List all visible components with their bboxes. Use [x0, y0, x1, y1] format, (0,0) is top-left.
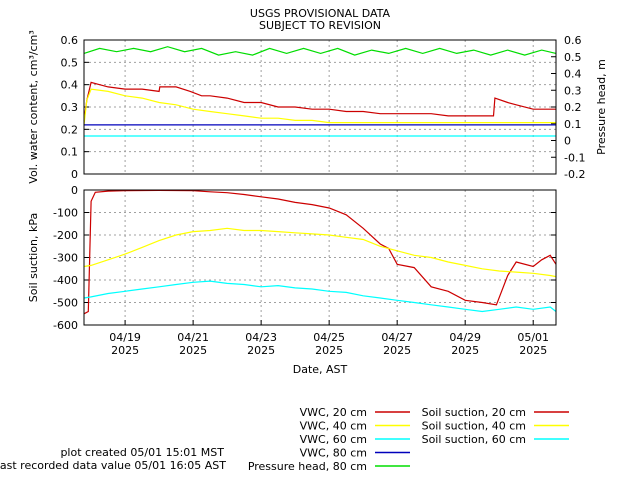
legend-label: Soil suction, 20 cm — [422, 406, 526, 419]
top-ytick-label-left: 0 — [71, 168, 78, 181]
xtick-label-year: 2025 — [519, 344, 547, 357]
top-series-line-0 — [83, 81, 556, 121]
top-ytick-label-left: 0.5 — [61, 56, 79, 69]
xtick-label-year: 2025 — [179, 344, 207, 357]
soil-suction-chart: 0-100-200-300-400-500-60004/19202504/212… — [27, 184, 557, 376]
xtick-label-year: 2025 — [383, 344, 411, 357]
bottom-series-line-1 — [83, 227, 557, 278]
bottom-xlabel: Date, AST — [293, 363, 348, 376]
legend-label: Pressure head, 80 cm — [248, 460, 367, 473]
bottom-ytick-label: -500 — [53, 297, 78, 310]
bottom-plot-frame — [83, 189, 557, 326]
bottom-series-line-2 — [83, 280, 557, 313]
xtick-label-year: 2025 — [451, 344, 479, 357]
xtick-label-date: 04/25 — [313, 331, 345, 344]
plot-created-note: plot created 05/01 15:01 MST — [60, 446, 224, 459]
top-series-line-4 — [83, 46, 557, 56]
top-ytick-label-left: 0.6 — [61, 34, 79, 47]
top-ytick-label-right: -0.2 — [564, 168, 585, 181]
bottom-ylabel: Soil suction, kPa — [27, 213, 40, 302]
xtick-label-date: 04/19 — [109, 331, 141, 344]
top-ytick-label-right: 0.5 — [564, 51, 582, 64]
chart-title-line1: USGS PROVISIONAL DATA — [250, 7, 391, 20]
top-ylabel-right: Pressure head, m — [595, 59, 608, 155]
legend-label: Soil suction, 60 cm — [422, 433, 526, 446]
xtick-label-year: 2025 — [315, 344, 343, 357]
xtick-label-date: 05/01 — [517, 331, 549, 344]
legend-label: Soil suction, 40 cm — [422, 420, 526, 433]
top-plot-frame — [83, 39, 557, 175]
bottom-ytick-label: -400 — [53, 274, 78, 287]
top-ytick-label-right: 0.6 — [564, 34, 582, 47]
bottom-ytick-label: -100 — [53, 207, 78, 220]
xtick-label-date: 04/21 — [177, 331, 209, 344]
xtick-label-year: 2025 — [247, 344, 275, 357]
legend-label: VWC, 60 cm — [300, 433, 367, 446]
legend-label: VWC, 20 cm — [300, 406, 367, 419]
top-ytick-label-right: 0.3 — [564, 84, 582, 97]
legend-label: VWC, 40 cm — [300, 420, 367, 433]
bottom-ytick-label: 0 — [71, 184, 78, 197]
top-ytick-label-left: 0.2 — [61, 123, 79, 136]
legend-label: VWC, 80 cm — [300, 447, 367, 460]
chart-title-line2: SUBJECT TO REVISION — [259, 19, 381, 32]
bottom-ytick-label: -600 — [53, 319, 78, 332]
last-recorded-note: last recorded data value 05/01 16:05 AST — [0, 459, 226, 472]
bottom-ytick-label: -200 — [53, 229, 78, 242]
bottom-ytick-label: -300 — [53, 252, 78, 265]
top-ytick-label-left: 0.4 — [61, 79, 79, 92]
top-ytick-label-right: 0.2 — [564, 101, 582, 114]
top-ytick-label-left: 0.1 — [61, 146, 79, 159]
top-ytick-label-left: 0.3 — [61, 101, 79, 114]
top-ytick-label-right: 0.1 — [564, 118, 582, 131]
top-ytick-label-right: -0.1 — [564, 151, 585, 164]
top-ytick-label-right: 0.4 — [564, 68, 582, 81]
xtick-label-date: 04/27 — [381, 331, 413, 344]
vwc-pressure-chart: 0 0.1 0.2 0.3 0.4 0.5 0.6 -0.2 -0.1 0 0.1 0.2 0.3 0.4… — [27, 30, 608, 183]
xtick-label-date: 04/29 — [449, 331, 481, 344]
top-series-line-1 — [83, 88, 556, 125]
xtick-label-date: 04/23 — [245, 331, 277, 344]
top-ylabel-left: Vol. water content, cm³/cm³ — [27, 30, 40, 183]
top-ytick-label-right: 0 — [564, 135, 571, 148]
xtick-label-year: 2025 — [111, 344, 139, 357]
bottom-series-line-0 — [83, 189, 557, 315]
